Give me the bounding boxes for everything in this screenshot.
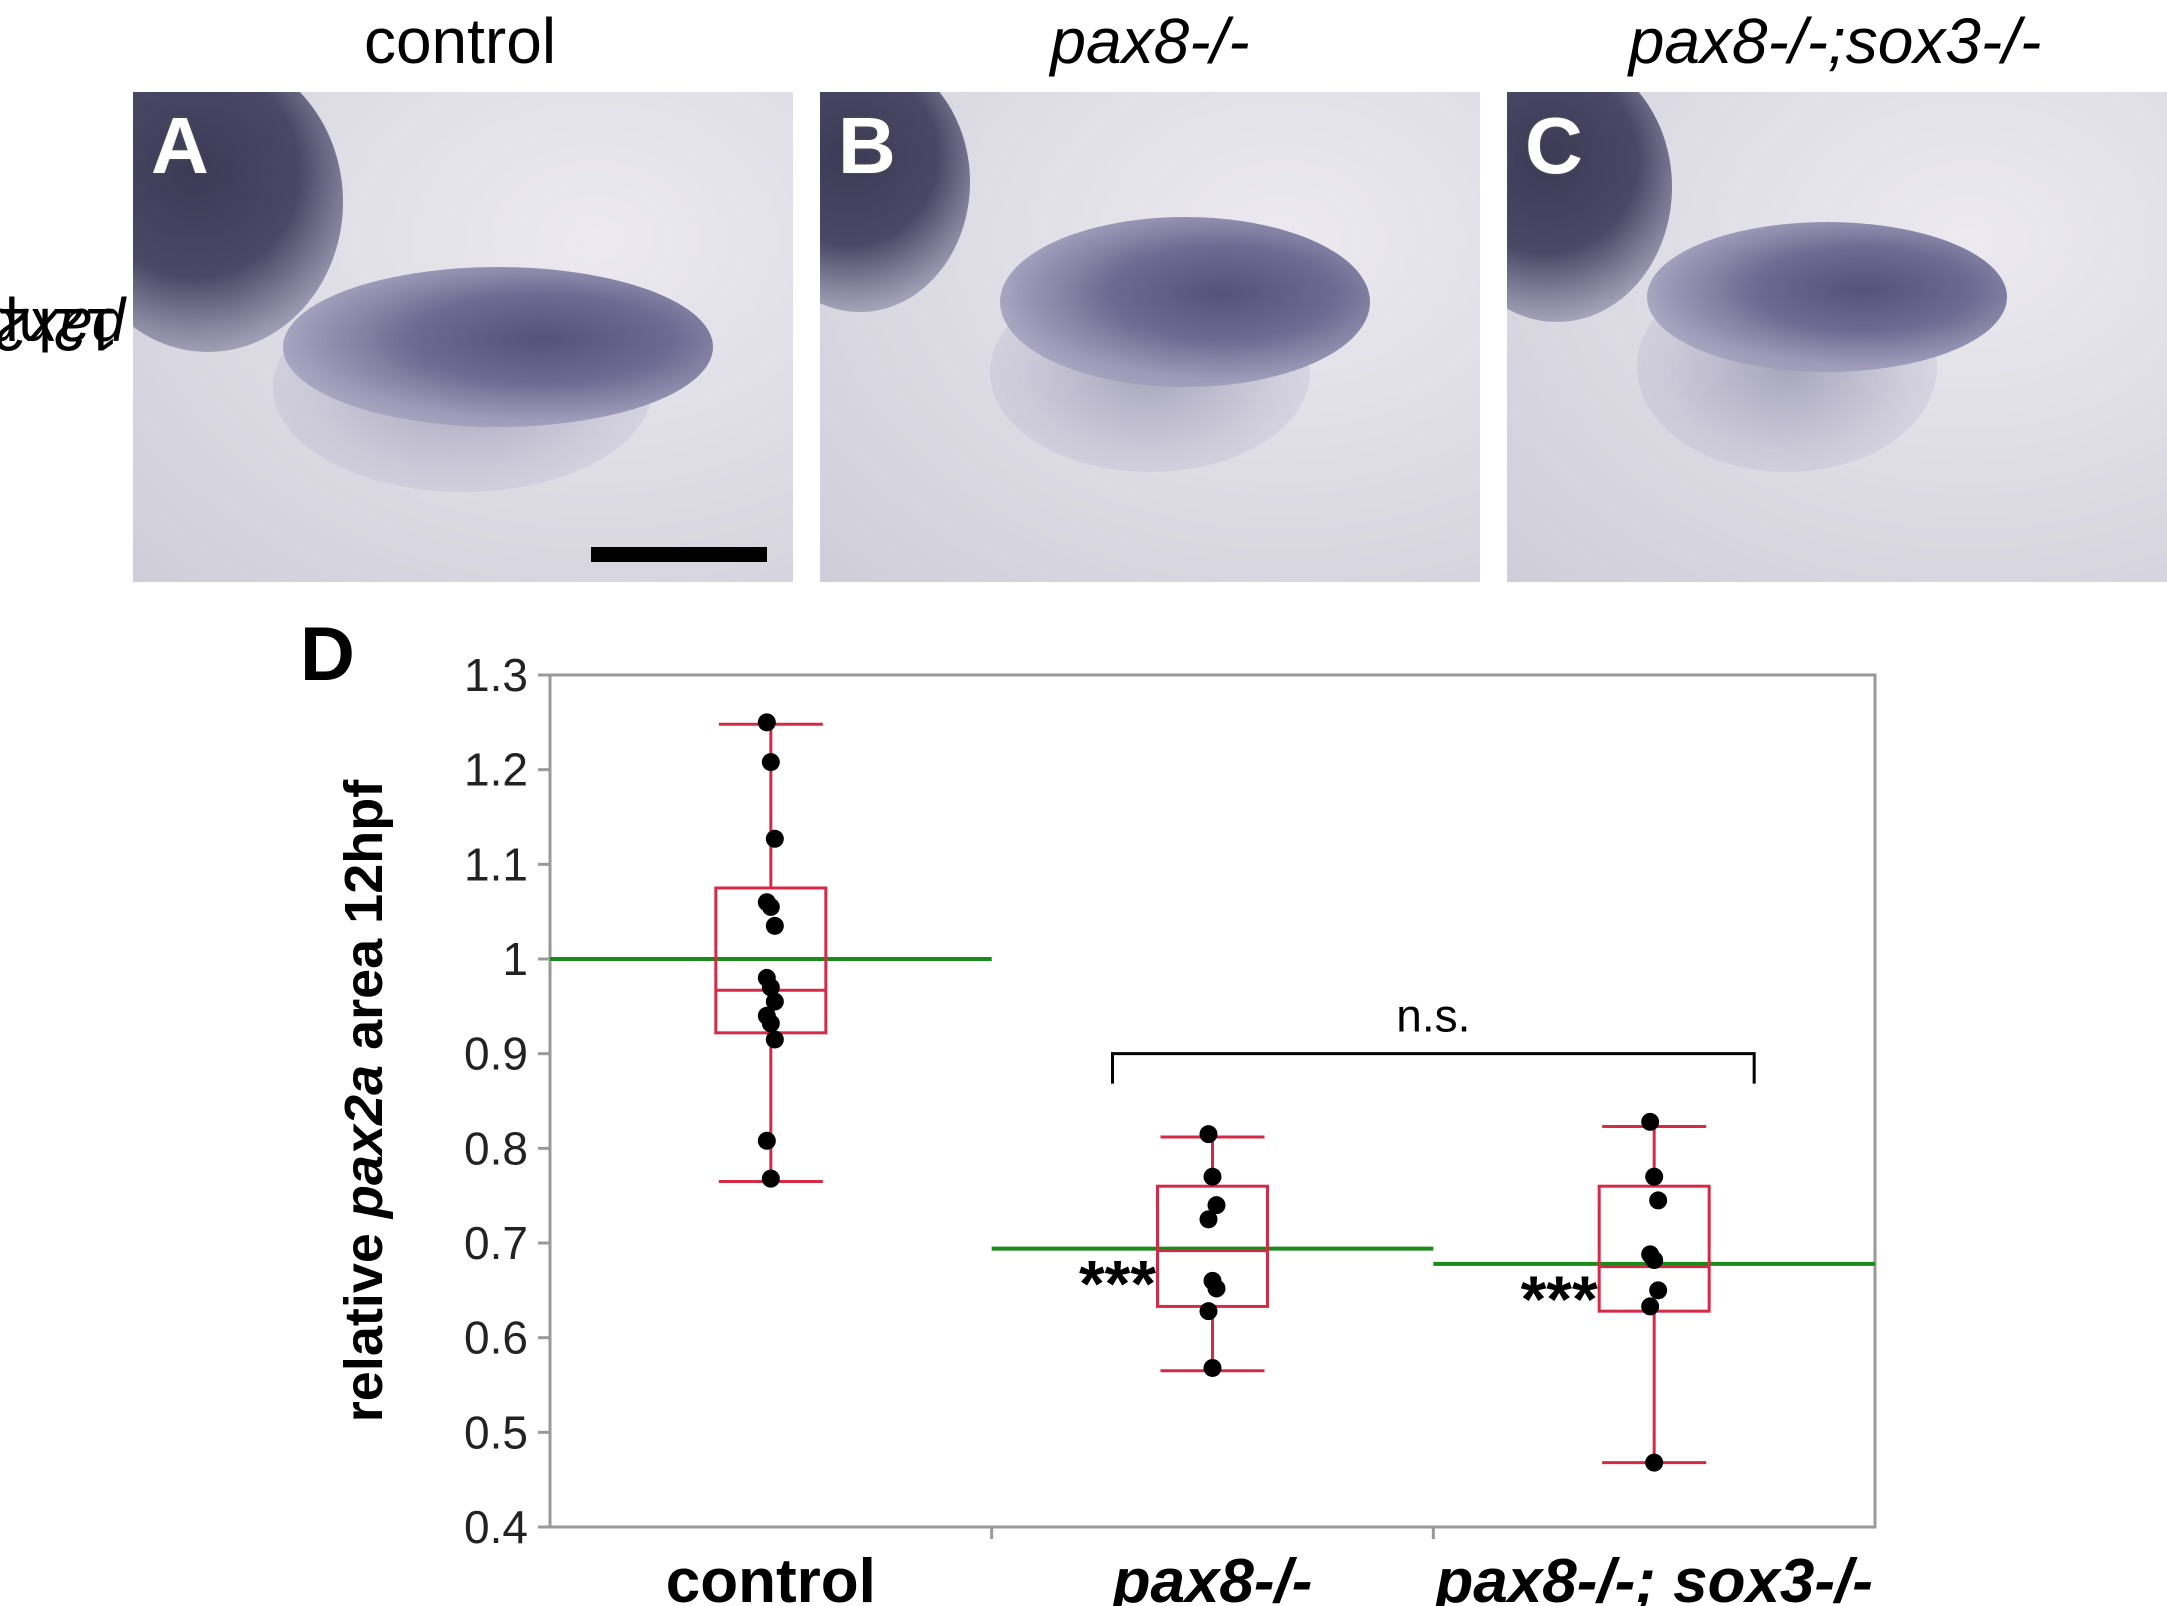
y-tick-label: 0.6 xyxy=(464,1312,528,1364)
panel-b-image: B xyxy=(820,92,1480,582)
data-point xyxy=(1649,1191,1668,1210)
comparison-bracket xyxy=(1111,1052,1756,1084)
y-axis-label-part: relative xyxy=(334,1218,394,1422)
y-tick-label: 1.1 xyxy=(464,838,528,890)
y-axis-label-part: area 12hpf xyxy=(334,779,394,1065)
data-point xyxy=(757,1131,776,1150)
data-point xyxy=(761,753,780,772)
data-point xyxy=(761,897,780,916)
otic-stain-shape xyxy=(1000,217,1370,387)
panel-c-image: C xyxy=(1507,92,2167,582)
data-point xyxy=(1207,1196,1226,1215)
significance-stars: *** xyxy=(1079,1247,1156,1321)
y-axis-label-part: pax2a xyxy=(334,1065,394,1220)
panel-a-title: control xyxy=(363,5,557,77)
y-tick-label: 0.9 xyxy=(464,1028,528,1080)
data-point xyxy=(1199,1125,1218,1144)
data-point xyxy=(765,829,784,848)
plot-frame xyxy=(548,673,1877,1529)
data-point xyxy=(761,1014,780,1033)
otic-stain-shape xyxy=(1647,222,2007,372)
panel-c-letter: C xyxy=(1525,101,1583,190)
data-point xyxy=(1641,1112,1660,1131)
data-point xyxy=(1641,1297,1660,1316)
y-tick-label: 0.7 xyxy=(464,1217,528,1269)
panel-b-letter: B xyxy=(838,101,896,190)
y-tick-label: 1.2 xyxy=(464,744,528,796)
x-category-label: pax8-/- xyxy=(1111,1547,1313,1606)
data-point xyxy=(761,1169,780,1188)
otic-stain-shape xyxy=(283,267,713,427)
panel-a-letter: A xyxy=(151,101,209,190)
y-tick-label: 1 xyxy=(502,933,528,985)
data-point xyxy=(761,978,780,997)
data-point xyxy=(1645,1453,1664,1472)
x-category-label: pax8-/-; sox3-/- xyxy=(1433,1547,1873,1606)
significance-stars: *** xyxy=(1521,1262,1598,1336)
data-point xyxy=(1645,1167,1664,1186)
data-point xyxy=(1199,1210,1218,1229)
x-category-label: control xyxy=(666,1547,876,1606)
data-point xyxy=(1207,1279,1226,1298)
data-point xyxy=(765,916,784,935)
data-point xyxy=(1649,1281,1668,1300)
y-axis-label: relative pax2a area 12hpf xyxy=(334,779,394,1422)
y-tick-label: 1.3 xyxy=(464,649,528,701)
y-tick-label: 0.8 xyxy=(464,1122,528,1174)
scale-bar xyxy=(591,547,767,562)
data-point xyxy=(1645,1251,1664,1270)
panel-b-title: pax8-/- xyxy=(1050,5,1250,77)
panel-a-image: A xyxy=(133,92,793,582)
panel-d-letter: D xyxy=(300,612,355,697)
data-point xyxy=(1199,1302,1218,1321)
data-point xyxy=(757,713,776,732)
y-tick-label: 0.5 xyxy=(464,1406,528,1458)
y-tick-label: 0.4 xyxy=(464,1501,528,1553)
comparison-label: n.s. xyxy=(1396,990,1470,1042)
data-point xyxy=(765,992,784,1011)
data-point xyxy=(765,1030,784,1049)
data-point xyxy=(1203,1358,1222,1377)
data-point xyxy=(1203,1167,1222,1186)
panel-c-title: pax8-/-;sox3-/- xyxy=(1628,5,2042,77)
